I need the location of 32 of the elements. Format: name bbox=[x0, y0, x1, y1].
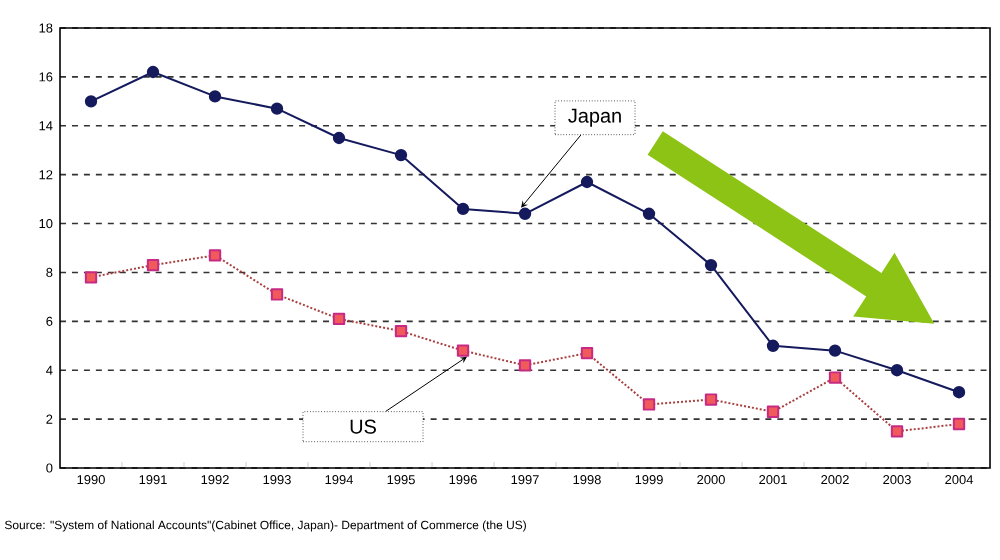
point bbox=[890, 425, 904, 438]
point bbox=[766, 339, 780, 352]
point bbox=[642, 398, 656, 411]
point bbox=[518, 207, 532, 220]
text: US bbox=[350, 419, 376, 434]
point bbox=[270, 288, 284, 301]
point bbox=[704, 258, 718, 272]
point bbox=[456, 202, 470, 216]
point bbox=[332, 131, 346, 145]
point bbox=[84, 271, 98, 284]
point bbox=[456, 344, 470, 357]
point bbox=[84, 95, 98, 108]
point bbox=[704, 393, 718, 406]
point bbox=[146, 65, 160, 79]
point bbox=[208, 90, 222, 103]
point bbox=[394, 324, 408, 338]
point bbox=[270, 102, 284, 115]
point bbox=[518, 359, 532, 372]
point bbox=[146, 258, 160, 272]
point bbox=[580, 346, 594, 360]
point bbox=[952, 386, 966, 399]
point bbox=[890, 364, 904, 377]
point bbox=[394, 148, 408, 162]
point bbox=[828, 344, 842, 357]
point bbox=[332, 312, 346, 326]
point bbox=[642, 207, 656, 220]
point bbox=[208, 249, 222, 262]
text: Japan bbox=[568, 108, 621, 127]
point bbox=[580, 175, 594, 189]
point bbox=[766, 405, 780, 418]
point bbox=[828, 371, 842, 384]
point bbox=[952, 417, 966, 431]
